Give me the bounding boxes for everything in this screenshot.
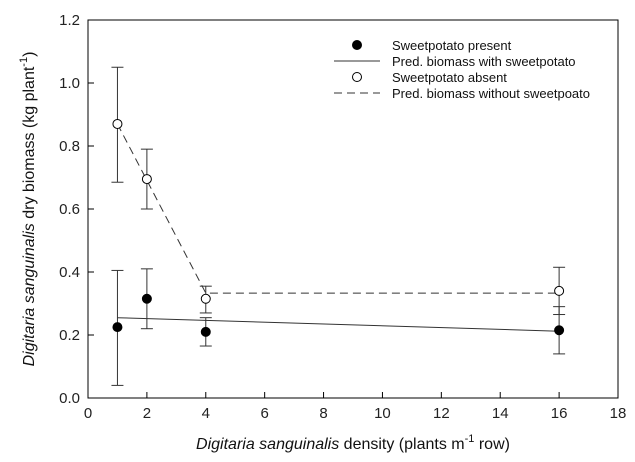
point-sweetpotato-absent bbox=[141, 174, 152, 185]
point-sweetpotato-present bbox=[141, 293, 152, 304]
x-tick-label: 10 bbox=[374, 405, 391, 422]
x-axis-title-sup: -1 bbox=[465, 433, 475, 445]
axis-ticks: 0 2 4 6 8 10 12 14 16 18 0.0 0.2 0.4 0.6 0.8 1.0 1.2 bbox=[59, 12, 626, 422]
x-tick-label: 18 bbox=[610, 405, 627, 422]
point-sweetpotato-present bbox=[200, 326, 211, 337]
y-axis-title-italic: Digitaria sanguinalis bbox=[21, 223, 38, 366]
legend-label: Sweetpotato absent bbox=[392, 70, 507, 85]
legend-marker bbox=[352, 72, 362, 82]
y-tick-label: 0.2 bbox=[59, 327, 80, 344]
predicted-line-without-sweetpotato bbox=[116, 123, 560, 294]
legend-label: Sweetpotato present bbox=[392, 38, 512, 53]
x-tick-label: 12 bbox=[433, 405, 450, 422]
y-tick-label: 0.6 bbox=[59, 201, 80, 218]
point-sweetpotato-absent bbox=[554, 285, 565, 296]
legend-label: Pred. biomass without sweetpoato bbox=[392, 86, 590, 101]
x-tick-label: 6 bbox=[260, 405, 268, 422]
y-axis-title-sup: -1 bbox=[18, 57, 30, 67]
y-tick-label: 0.4 bbox=[59, 264, 80, 281]
point-sweetpotato-absent bbox=[112, 118, 123, 129]
x-tick-label: 4 bbox=[202, 405, 210, 422]
x-axis-title-end: row) bbox=[474, 436, 510, 453]
x-axis-title: Digitaria sanguinalis density (plants m-… bbox=[196, 433, 510, 453]
series-layer bbox=[111, 66, 566, 386]
x-tick-label: 0 bbox=[84, 405, 92, 422]
y-axis-title-end: ) bbox=[21, 52, 38, 57]
x-axis-title-italic: Digitaria sanguinalis bbox=[196, 436, 339, 453]
x-tick-label: 2 bbox=[143, 405, 151, 422]
x-axis-title-text: density (plants m bbox=[339, 436, 464, 453]
y-tick-label: 0.0 bbox=[59, 390, 80, 407]
legend-label: Pred. biomass with sweetpotato bbox=[392, 54, 576, 69]
point-sweetpotato-absent bbox=[200, 293, 211, 304]
x-tick-label: 16 bbox=[551, 405, 568, 422]
y-tick-label: 0.8 bbox=[59, 138, 80, 155]
point-sweetpotato-present bbox=[112, 322, 123, 333]
y-tick-label: 1.2 bbox=[59, 12, 80, 29]
x-tick-label: 14 bbox=[492, 405, 509, 422]
point-sweetpotato-present bbox=[554, 325, 565, 336]
y-tick-label: 1.0 bbox=[59, 75, 80, 92]
x-tick-label: 8 bbox=[319, 405, 327, 422]
legend-marker bbox=[352, 40, 362, 50]
y-axis-title-text: dry biomass (kg plant bbox=[21, 66, 38, 223]
predicted-line-with-sweetpotato bbox=[117, 317, 560, 332]
y-axis-title: Digitaria sanguinalis dry biomass (kg pl… bbox=[18, 52, 38, 367]
